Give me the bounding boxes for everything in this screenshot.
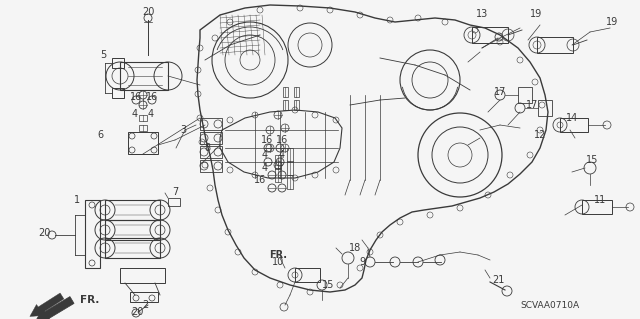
Bar xyxy=(200,160,222,172)
Text: 15: 15 xyxy=(586,155,598,165)
Bar xyxy=(538,100,552,116)
Bar xyxy=(518,87,532,103)
Text: 17: 17 xyxy=(494,87,506,97)
Text: 21: 21 xyxy=(492,275,504,285)
Text: 4: 4 xyxy=(132,109,138,119)
Text: 3: 3 xyxy=(180,125,186,135)
Text: 8: 8 xyxy=(204,143,210,153)
Bar xyxy=(294,87,299,97)
Text: 11: 11 xyxy=(594,195,606,205)
Bar xyxy=(120,62,168,90)
Bar xyxy=(294,100,299,110)
Bar xyxy=(200,146,222,158)
Bar xyxy=(200,132,222,144)
Text: 20: 20 xyxy=(142,7,154,17)
Bar xyxy=(120,268,165,283)
Text: 19: 19 xyxy=(606,17,618,27)
Bar xyxy=(287,175,293,189)
Text: 4: 4 xyxy=(262,163,268,173)
Text: 16: 16 xyxy=(276,135,288,145)
Text: 4: 4 xyxy=(148,109,154,119)
Bar xyxy=(295,268,320,282)
Bar xyxy=(128,132,158,154)
Text: 6: 6 xyxy=(97,130,103,140)
Text: 4: 4 xyxy=(262,150,268,160)
Text: 13: 13 xyxy=(476,9,488,19)
Text: 16: 16 xyxy=(146,92,158,102)
Bar xyxy=(139,125,147,131)
Text: 2: 2 xyxy=(142,300,148,310)
Text: 16: 16 xyxy=(130,92,142,102)
Text: 1: 1 xyxy=(74,195,80,205)
Text: 16: 16 xyxy=(261,135,273,145)
Text: 16: 16 xyxy=(254,175,266,185)
Bar xyxy=(168,198,180,206)
Bar xyxy=(130,292,158,302)
Text: 14: 14 xyxy=(566,113,578,123)
Text: 15: 15 xyxy=(322,280,334,290)
Bar xyxy=(287,161,293,175)
FancyArrow shape xyxy=(35,297,74,319)
FancyArrow shape xyxy=(30,293,64,316)
Bar xyxy=(283,87,288,97)
Text: 20: 20 xyxy=(38,228,50,238)
Text: 10: 10 xyxy=(272,257,284,267)
Bar xyxy=(283,100,288,110)
Bar xyxy=(105,238,160,258)
Text: 7: 7 xyxy=(172,187,178,197)
Bar xyxy=(105,200,160,220)
Bar xyxy=(112,88,124,98)
Text: FR.: FR. xyxy=(269,250,287,260)
Text: 5: 5 xyxy=(100,50,106,60)
Bar xyxy=(537,37,573,53)
Bar xyxy=(275,168,281,182)
Text: SCVAA0710A: SCVAA0710A xyxy=(520,300,579,309)
Text: 18: 18 xyxy=(349,243,361,253)
Bar xyxy=(472,27,508,43)
Bar xyxy=(287,148,293,162)
Bar xyxy=(275,155,281,169)
Bar xyxy=(560,118,588,132)
Text: FR.: FR. xyxy=(80,295,99,305)
Text: 17: 17 xyxy=(526,100,538,110)
Text: 12: 12 xyxy=(534,130,546,140)
Bar xyxy=(112,58,124,68)
Bar xyxy=(85,200,100,268)
Bar xyxy=(105,220,160,240)
Text: 20: 20 xyxy=(131,307,143,317)
Text: 19: 19 xyxy=(530,9,542,19)
Bar xyxy=(139,115,147,121)
Text: 4: 4 xyxy=(279,150,285,160)
Text: 9: 9 xyxy=(359,257,365,267)
Bar xyxy=(200,118,222,130)
Bar xyxy=(582,200,612,214)
